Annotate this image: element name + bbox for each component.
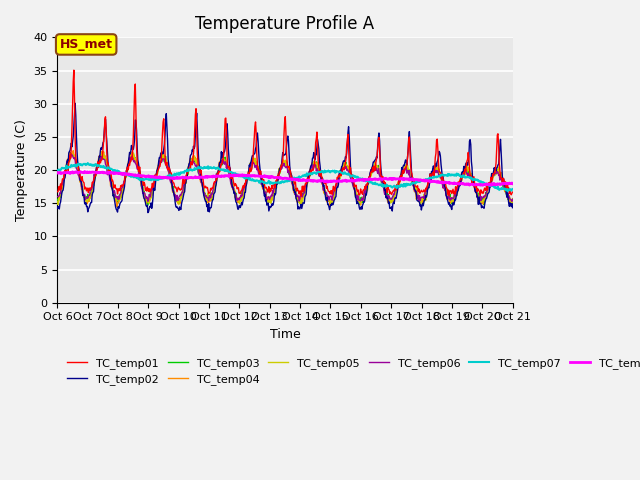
TC_temp05 (340, 162, 348, 168)
TC_temp03 (156, 161, 164, 167)
TC_temp07 (509, 186, 516, 192)
TC_temp06 (180, 182, 188, 188)
TC_temp04 (62, 169, 70, 175)
TC_temp06 (109, 190, 117, 196)
Line: TC_temp06: TC_temp06 (58, 154, 513, 201)
TC_temp08 (62, 170, 70, 176)
TC_temp05 (156, 157, 163, 163)
TC_temp01 (156, 164, 163, 169)
TC_temp06 (67, 151, 74, 156)
TC_temp01 (341, 164, 349, 169)
Line: TC_temp01: TC_temp01 (58, 70, 513, 196)
TC_temp05 (62, 167, 70, 172)
Y-axis label: Temperature (C): Temperature (C) (15, 119, 28, 221)
TC_temp02 (341, 158, 349, 164)
TC_temp07 (354, 174, 362, 180)
TC_temp03 (509, 201, 516, 206)
TC_temp03 (66, 150, 74, 156)
TC_temp04 (109, 191, 117, 196)
TC_temp05 (54, 199, 61, 205)
TC_temp04 (156, 161, 164, 167)
TC_temp03 (341, 163, 349, 168)
TC_temp01 (109, 179, 117, 185)
TC_temp05 (509, 196, 516, 202)
Line: TC_temp02: TC_temp02 (58, 103, 513, 213)
TC_temp08 (487, 182, 495, 188)
TC_temp06 (354, 197, 362, 203)
TC_temp05 (129, 150, 137, 156)
Line: TC_temp08: TC_temp08 (58, 171, 513, 185)
TC_temp02 (509, 205, 516, 211)
TC_temp07 (84, 160, 92, 166)
TC_temp01 (354, 187, 362, 193)
TC_temp07 (340, 170, 348, 176)
TC_temp08 (509, 180, 516, 186)
Line: TC_temp05: TC_temp05 (58, 153, 513, 205)
TC_temp01 (297, 193, 305, 199)
TC_temp08 (340, 178, 348, 184)
TC_temp02 (54, 205, 61, 211)
TC_temp08 (54, 170, 61, 176)
TC_temp01 (54, 189, 61, 194)
TC_temp03 (144, 202, 152, 208)
TC_temp02 (62, 170, 70, 176)
TC_temp03 (62, 168, 70, 173)
TC_temp07 (62, 166, 70, 171)
TC_temp06 (509, 196, 516, 202)
TC_temp08 (109, 170, 117, 176)
TC_temp05 (109, 185, 116, 191)
TC_temp04 (354, 199, 362, 204)
TC_temp04 (341, 158, 349, 164)
Legend: TC_temp01, TC_temp02, TC_temp03, TC_temp04, TC_temp05, TC_temp06, TC_temp07, TC_: TC_temp01, TC_temp02, TC_temp03, TC_temp… (63, 353, 640, 390)
TC_temp01 (70, 67, 77, 73)
TC_temp01 (180, 175, 188, 181)
TC_temp03 (180, 184, 188, 190)
TC_temp07 (156, 176, 163, 182)
TC_temp07 (109, 168, 117, 174)
Text: HS_met: HS_met (60, 38, 113, 51)
Title: Temperature Profile A: Temperature Profile A (195, 15, 374, 33)
TC_temp08 (81, 168, 88, 174)
TC_temp04 (509, 199, 516, 205)
TC_temp06 (340, 165, 348, 170)
Line: TC_temp07: TC_temp07 (58, 163, 513, 191)
TC_temp04 (69, 148, 77, 154)
TC_temp02 (71, 100, 79, 106)
TC_temp04 (113, 204, 121, 210)
TC_temp05 (180, 190, 188, 195)
TC_temp07 (180, 169, 188, 175)
TC_temp03 (54, 197, 61, 203)
TC_temp02 (109, 193, 117, 199)
TC_temp04 (180, 190, 188, 195)
X-axis label: Time: Time (269, 328, 300, 341)
TC_temp06 (62, 168, 70, 174)
Line: TC_temp04: TC_temp04 (58, 151, 513, 207)
TC_temp06 (508, 198, 516, 204)
TC_temp06 (156, 158, 163, 164)
TC_temp01 (62, 168, 70, 174)
TC_temp06 (54, 194, 61, 200)
TC_temp03 (354, 195, 362, 201)
TC_temp03 (109, 192, 117, 197)
TC_temp07 (504, 188, 511, 194)
TC_temp08 (156, 174, 163, 180)
TC_temp04 (54, 201, 61, 206)
TC_temp01 (509, 189, 516, 195)
TC_temp02 (354, 201, 362, 206)
TC_temp05 (354, 192, 362, 198)
Line: TC_temp03: TC_temp03 (58, 153, 513, 205)
TC_temp08 (180, 175, 188, 180)
TC_temp05 (417, 203, 424, 208)
TC_temp08 (354, 177, 362, 182)
TC_temp07 (54, 168, 61, 173)
TC_temp02 (144, 210, 152, 216)
TC_temp02 (156, 155, 164, 161)
TC_temp02 (180, 190, 188, 196)
